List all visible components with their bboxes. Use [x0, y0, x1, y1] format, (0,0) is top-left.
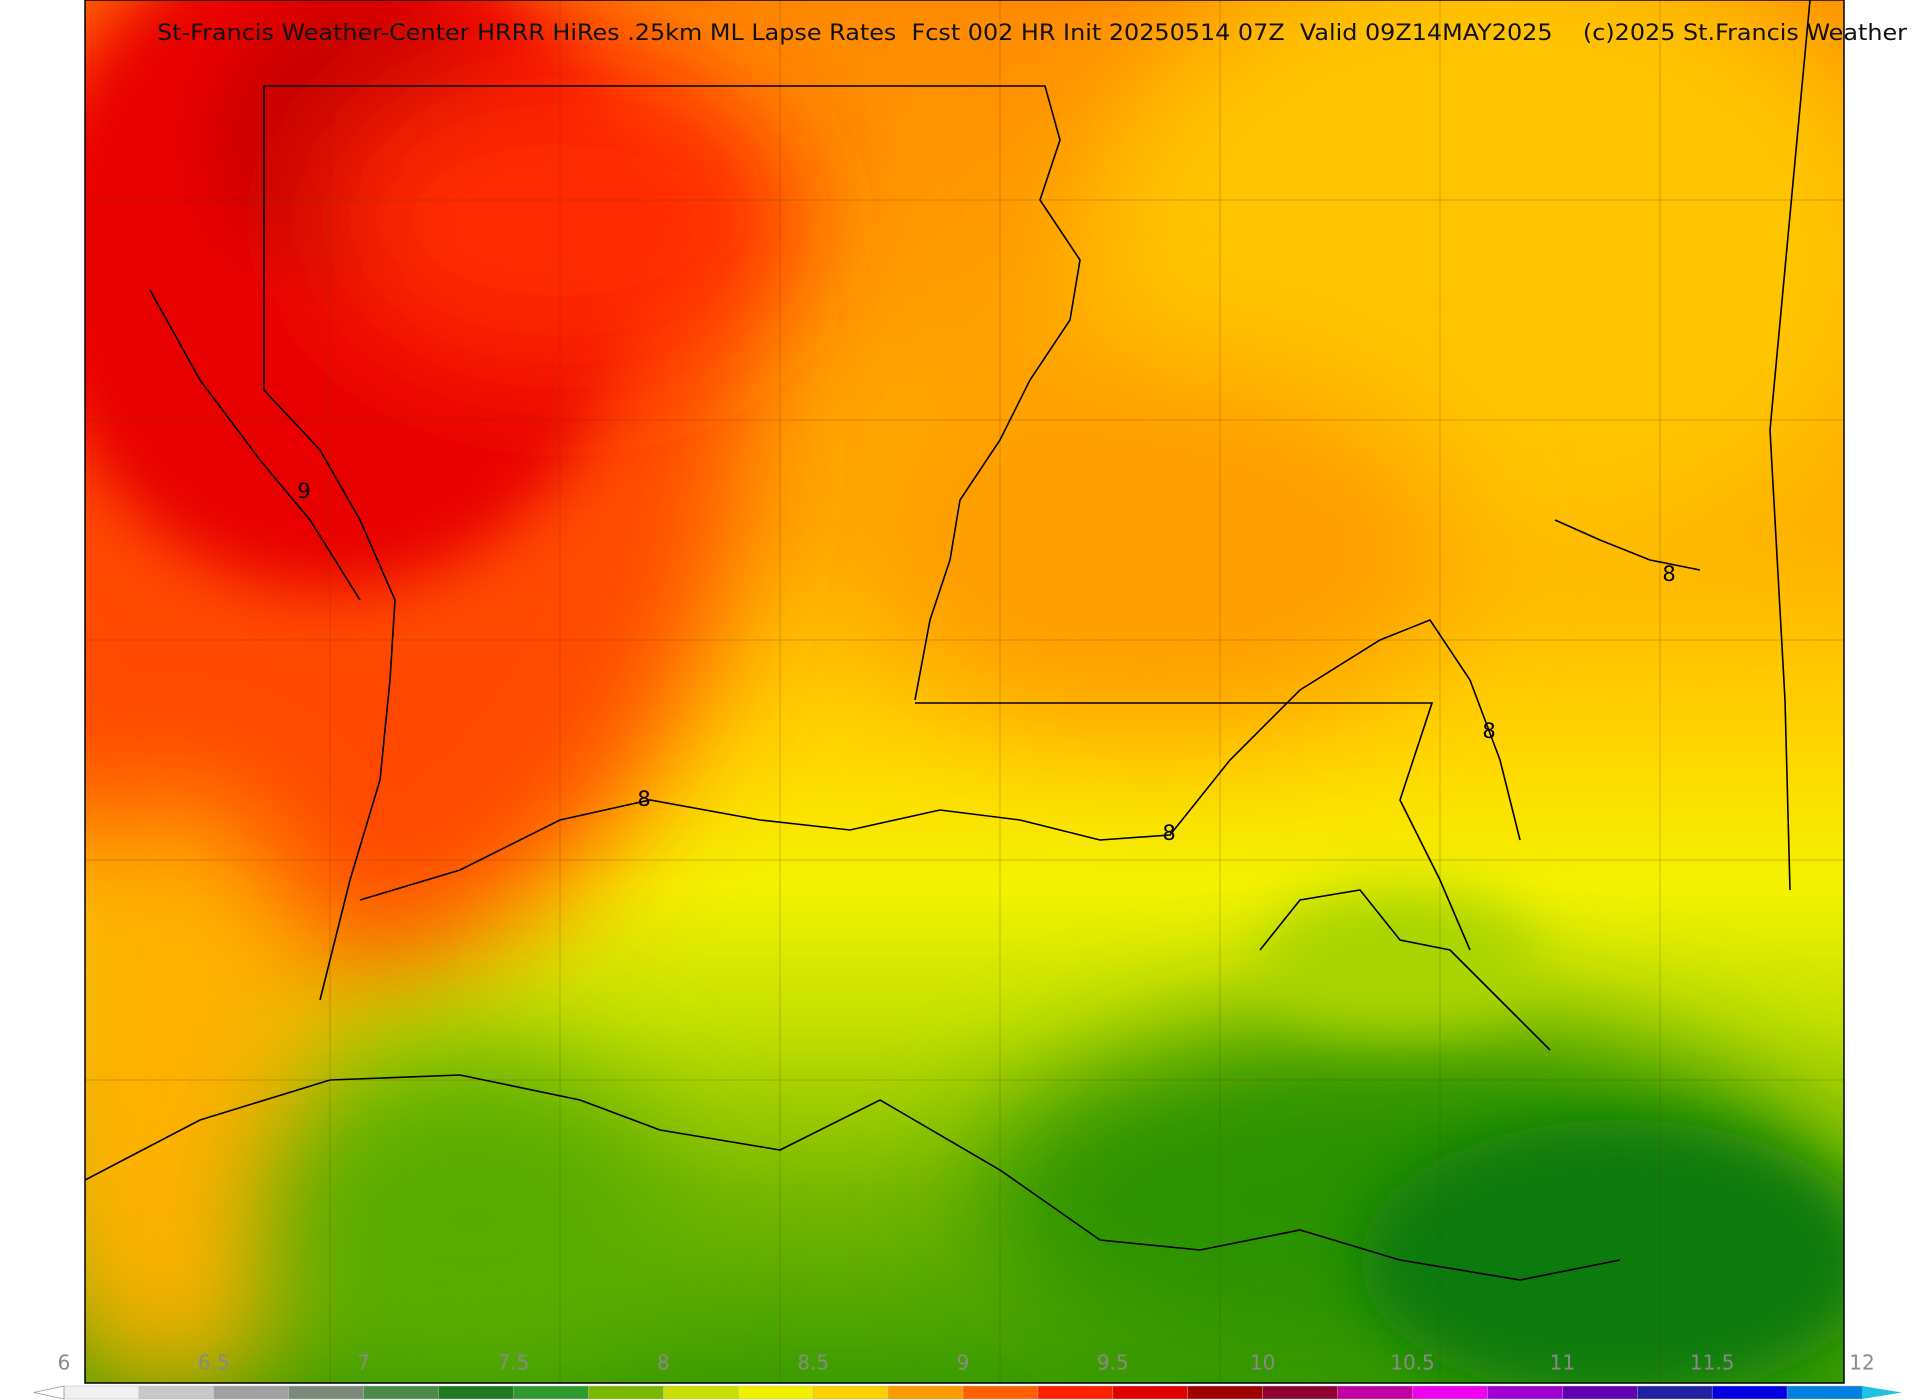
contour-label: 8 [1162, 821, 1175, 845]
contours [149, 289, 1701, 901]
colorbar-tick-label: 6.5 [198, 1351, 230, 1375]
title: St-Francis Weather-Center HRRR HiRes .25… [157, 21, 1908, 46]
colorbar-swatch [1711, 1385, 1788, 1400]
colorbar-under-arrow [33, 1385, 65, 1400]
colorbar-swatch [213, 1385, 290, 1400]
map-frame [84, 0, 1845, 1384]
colorbar-tick-label: 7 [357, 1351, 370, 1375]
colorbar-swatch [1337, 1385, 1414, 1400]
colorbar-swatch [1112, 1385, 1189, 1400]
colorbar-tick-label: 11.5 [1690, 1351, 1735, 1375]
county-lines [85, 0, 1844, 1383]
colorbar-swatch [738, 1385, 814, 1400]
colorbar-swatch [1487, 1385, 1564, 1400]
colorbar-swatch [63, 1385, 140, 1400]
colorbar: 6 6.5 7 7.5 8 8.5 9 9.5 10 10.5 11 11.5 12 [33, 1351, 1902, 1400]
contour-label: 8 [637, 787, 650, 811]
colorbar-tick-label: 9 [957, 1351, 970, 1375]
contour-label: 8 [1482, 719, 1495, 743]
colorbar-tick-label: 6 [58, 1351, 71, 1375]
colorbar-tick-label: 11 [1550, 1351, 1575, 1375]
colorbar-swatch [138, 1385, 215, 1400]
colorbar-swatch [1037, 1385, 1114, 1400]
colorbar-tick-label: 8 [657, 1351, 670, 1375]
colorbar-tick-label: 12 [1849, 1351, 1874, 1375]
colorbar-tick-label: 10 [1250, 1351, 1275, 1375]
colorbar-swatch [1637, 1385, 1713, 1400]
colorbar-swatch [663, 1385, 739, 1400]
colorbar-swatch [1262, 1385, 1339, 1400]
colorbar-swatch [1412, 1385, 1489, 1400]
colorbar-swatch [513, 1385, 590, 1400]
colorbar-swatch [363, 1385, 440, 1400]
colorbar-tick-label: 8.5 [797, 1351, 829, 1375]
colorbar-swatch [588, 1385, 665, 1400]
colorbar-tick-label: 7.5 [498, 1351, 530, 1375]
colorbar-swatch [288, 1385, 365, 1400]
colorbar-tick-label: 10.5 [1390, 1351, 1435, 1375]
colorbar-over-arrow [1862, 1386, 1902, 1399]
colorbar-tick-label: 9.5 [1097, 1351, 1129, 1375]
colorbar-swatch [962, 1385, 1039, 1400]
colorbar-swatch [812, 1385, 889, 1400]
state-borders [85, 0, 1811, 1281]
contour-label: 8 [1662, 562, 1675, 586]
colorbar-swatch [887, 1385, 964, 1400]
colorbar-swatch [1187, 1385, 1264, 1400]
colorbar-swatch [1786, 1385, 1863, 1400]
colorbar-swatch [438, 1385, 515, 1400]
contour-label: 9 [297, 479, 310, 503]
colorbar-swatch [1562, 1385, 1639, 1400]
